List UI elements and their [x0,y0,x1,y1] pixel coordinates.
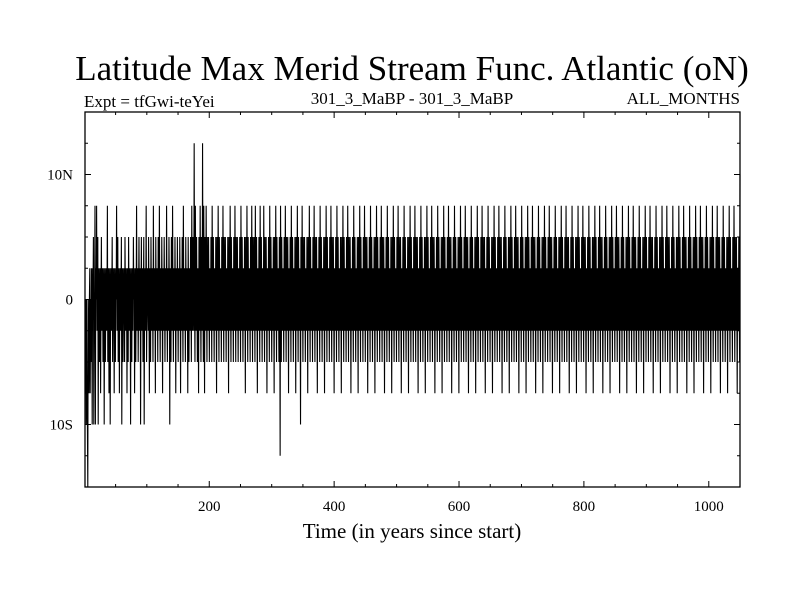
y-tick-label: 10N [47,168,73,184]
chart-title: Latitude Max Merid Stream Func. Atlantic… [75,49,749,88]
x-axis-label: Time (in years since start) [303,519,522,543]
months-label: ALL_MONTHS [627,89,740,108]
x-tick-label: 600 [448,499,471,515]
x-axis-ticks: 200 400 600 800 1000 [115,112,724,515]
run-label: 301_3_MaBP - 301_3_MaBP [311,89,513,108]
experiment-label: Expt = tfGwi-teYei [84,92,215,111]
x-tick-label: 1000 [694,499,724,515]
y-tick-label: 0 [66,293,74,309]
x-tick-label: 400 [323,499,346,515]
x-tick-label: 800 [573,499,596,515]
y-tick-label: 10S [50,418,73,434]
x-tick-label: 200 [198,499,221,515]
series-line [84,143,741,488]
